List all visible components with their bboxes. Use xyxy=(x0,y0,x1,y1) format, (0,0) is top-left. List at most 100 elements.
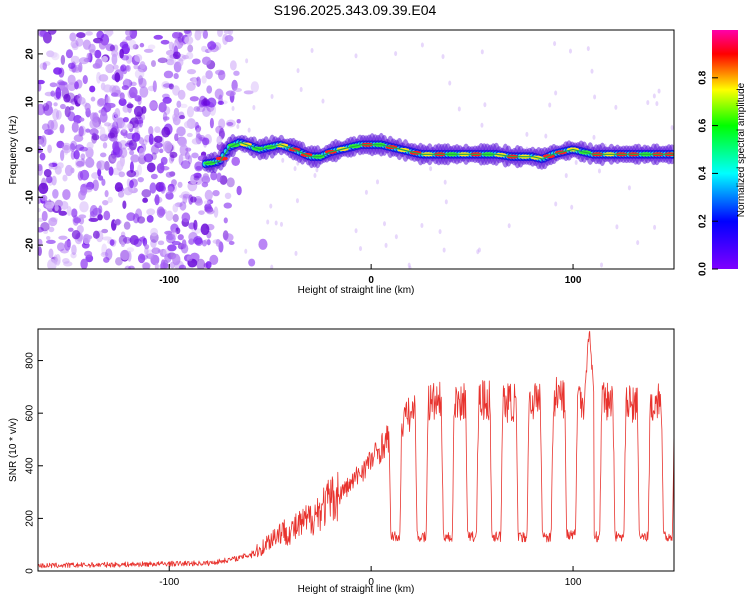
noise-blob xyxy=(201,45,208,53)
noise-blob xyxy=(165,191,174,200)
noise-blob xyxy=(148,126,154,136)
noise-blob xyxy=(245,58,249,64)
noise-blob xyxy=(137,216,146,224)
noise-blob xyxy=(70,252,77,259)
spectrogram-y-axis-label: Frequency (Hz) xyxy=(8,116,19,185)
noise-blob xyxy=(139,42,145,48)
noise-blob xyxy=(149,100,158,112)
noise-blob xyxy=(127,39,137,50)
noise-blob xyxy=(213,206,219,218)
noise-blob xyxy=(250,81,260,93)
noise-blob xyxy=(203,239,210,245)
noise-blob xyxy=(53,102,58,107)
noise-blob xyxy=(77,97,86,105)
spectrogram-y-tick-label: 20 xyxy=(25,48,36,60)
noise-blob xyxy=(85,128,91,133)
noise-blob xyxy=(89,128,99,136)
noise-blob xyxy=(218,118,226,129)
noise-blob xyxy=(119,48,124,59)
noise-blob xyxy=(106,102,116,109)
noise-blob xyxy=(162,83,173,88)
noise-blob xyxy=(38,238,43,247)
noise-blob xyxy=(62,174,68,182)
noise-blob xyxy=(193,106,201,112)
noise-blob xyxy=(457,106,461,112)
noise-blob xyxy=(165,210,174,221)
noise-blob xyxy=(544,133,548,139)
noise-blob xyxy=(134,68,145,79)
noise-blob xyxy=(129,150,135,156)
noise-blob xyxy=(118,98,127,107)
spectrogram-ridge-line xyxy=(205,141,674,165)
noise-blob xyxy=(252,105,256,111)
noise-blob xyxy=(109,154,118,163)
noise-blob xyxy=(172,214,179,223)
noise-blob xyxy=(167,244,177,252)
noise-blob xyxy=(97,168,102,177)
noise-blob xyxy=(184,151,190,160)
noise-blob xyxy=(104,190,109,198)
spectrogram-y-tick-label: -10 xyxy=(25,190,36,205)
noise-blob xyxy=(39,152,46,161)
noise-blob xyxy=(59,124,65,134)
spectrogram-noise xyxy=(38,30,674,269)
noise-blob xyxy=(646,100,650,106)
noise-blob xyxy=(78,62,83,73)
noise-blob xyxy=(266,219,270,225)
noise-blob xyxy=(69,32,77,42)
noise-blob xyxy=(171,228,177,239)
noise-blob xyxy=(38,145,42,153)
noise-blob xyxy=(150,239,157,248)
noise-blob xyxy=(119,147,128,159)
noise-blob xyxy=(183,121,192,129)
noise-blob xyxy=(165,233,176,244)
noise-blob xyxy=(89,85,96,93)
noise-blob xyxy=(448,80,452,86)
noise-blob xyxy=(590,68,594,74)
noise-blob xyxy=(38,79,45,85)
noise-blob xyxy=(139,254,149,260)
noise-blob xyxy=(429,166,433,172)
noise-blob xyxy=(162,96,172,104)
noise-blob xyxy=(56,162,64,169)
noise-blob xyxy=(592,134,596,140)
noise-blob xyxy=(200,223,210,236)
noise-blob xyxy=(139,61,146,70)
noise-blob xyxy=(177,89,186,100)
noise-blob xyxy=(153,135,163,143)
noise-blob xyxy=(181,212,191,223)
noise-blob xyxy=(41,177,47,190)
noise-blob xyxy=(103,210,111,221)
noise-blob xyxy=(138,137,145,145)
noise-blob xyxy=(315,167,319,173)
noise-blob xyxy=(125,64,131,72)
spectrogram-panel: -100 0 100 -20 -10 0 10 20 Height of str… xyxy=(8,29,675,296)
noise-blob xyxy=(154,126,161,133)
noise-blob xyxy=(420,42,424,48)
noise-blob xyxy=(160,39,170,45)
noise-blob xyxy=(226,121,234,126)
noise-blob xyxy=(228,240,235,245)
noise-blob xyxy=(143,48,154,53)
noise-blob xyxy=(248,258,256,267)
noise-blob xyxy=(122,116,129,123)
noise-blob xyxy=(593,94,597,100)
noise-blob xyxy=(141,105,147,114)
snr-y-tick-label: 400 xyxy=(25,457,36,474)
noise-blob xyxy=(179,201,187,211)
noise-blob xyxy=(79,201,89,213)
noise-blob xyxy=(172,113,178,122)
noise-blob xyxy=(127,89,135,99)
spectrogram-band xyxy=(201,132,674,174)
noise-blob xyxy=(158,148,164,154)
noise-blob xyxy=(46,50,55,58)
noise-blob xyxy=(178,136,187,147)
noise-blob xyxy=(168,41,174,51)
noise-blob xyxy=(143,153,154,163)
noise-blob xyxy=(79,187,88,196)
noise-blob xyxy=(185,51,194,60)
noise-blob xyxy=(137,164,143,176)
noise-blob xyxy=(201,175,211,184)
noise-blob xyxy=(65,49,73,59)
noise-blob xyxy=(73,149,80,160)
